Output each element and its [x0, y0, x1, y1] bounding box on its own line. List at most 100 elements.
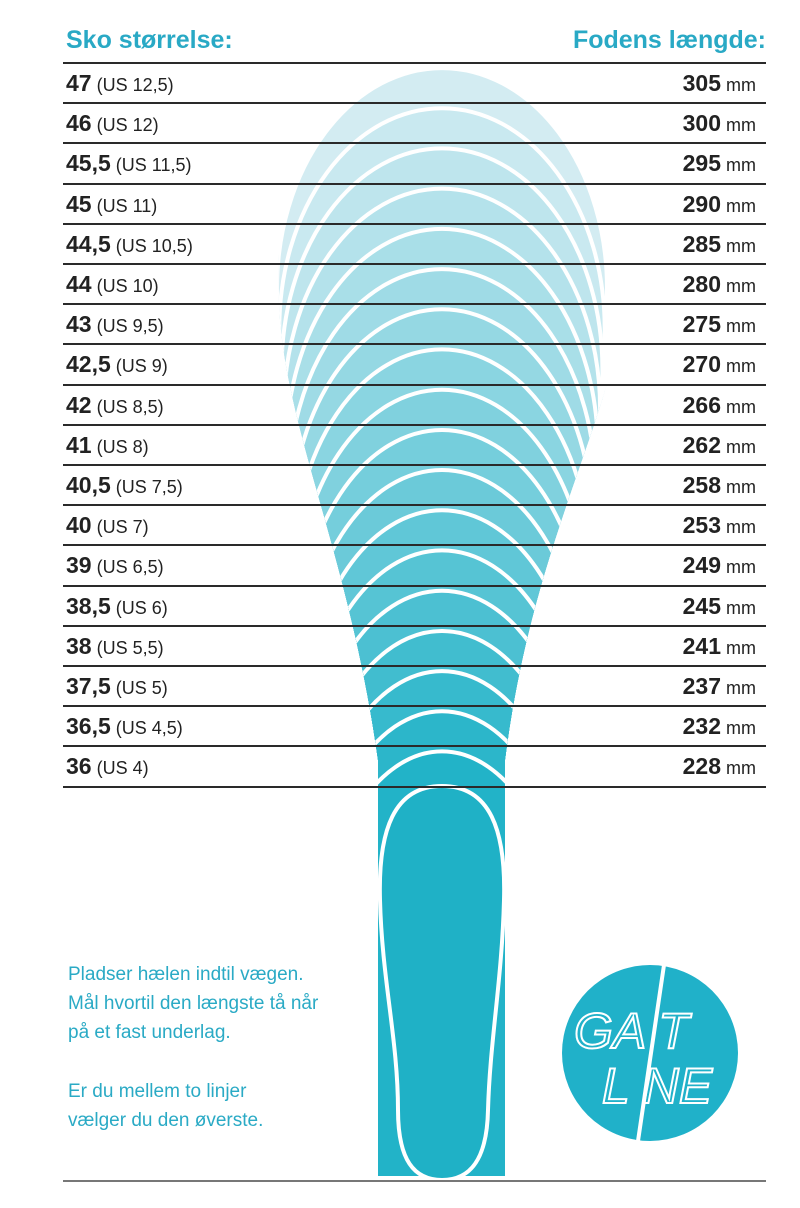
shoe-size: 41 (US 8)	[66, 432, 149, 459]
size-row: 46 (US 12) 300 mm	[66, 102, 756, 142]
shoe-size: 44,5 (US 10,5)	[66, 231, 193, 258]
us-size: (US 8)	[96, 436, 149, 457]
length-unit: mm	[726, 276, 756, 296]
shoe-size: 38 (US 5,5)	[66, 633, 164, 660]
length-value: 253	[682, 512, 721, 539]
eu-size: 39	[66, 552, 92, 579]
foot-length: 228 mm	[683, 753, 756, 780]
shoe-size: 40,5 (US 7,5)	[66, 472, 183, 499]
length-unit: mm	[726, 678, 756, 698]
eu-size: 37,5	[66, 673, 111, 699]
length-unit: mm	[726, 235, 756, 256]
foot-length: 275 mm	[683, 311, 756, 338]
shoe-size-header: Sko størrelse:	[66, 26, 233, 54]
us-size: (US 5)	[115, 678, 168, 698]
instructions-measure: Pladser hælen indtil vægen. Mål hvortil …	[68, 964, 319, 1043]
length-value: 241	[682, 632, 721, 659]
eu-size: 41	[66, 431, 92, 458]
shoe-size: 45 (US 11)	[66, 191, 157, 218]
size-row: 45,5 (US 11,5) 295 mm	[66, 142, 756, 182]
foot-length: 253 mm	[683, 512, 756, 539]
gaitline-logo: GA T L NE	[562, 964, 738, 1142]
shoe-size: 38,5 (US 6)	[66, 593, 168, 620]
us-size: (US 4)	[96, 758, 149, 779]
eu-size: 40,5	[66, 472, 111, 498]
shoe-size: 45,5 (US 11,5)	[66, 150, 191, 177]
size-row: 43 (US 9,5) 275 mm	[66, 303, 756, 343]
us-size: (US 8,5)	[96, 396, 164, 417]
row-divider	[63, 745, 766, 748]
us-size: (US 4,5)	[115, 718, 183, 739]
eu-size: 42	[66, 391, 92, 418]
us-size: (US 10,5)	[115, 235, 193, 256]
row-divider	[63, 504, 766, 507]
shoe-size: 36 (US 4)	[66, 753, 149, 780]
shoe-size: 40 (US 7)	[66, 512, 149, 539]
size-row: 36 (US 4) 228 mm	[66, 745, 756, 785]
row-divider	[63, 383, 766, 386]
eu-size: 45	[66, 190, 92, 217]
us-size: (US 5,5)	[96, 637, 164, 658]
length-unit: mm	[726, 75, 756, 95]
row-divider	[63, 222, 766, 225]
us-size: (US 9)	[115, 356, 168, 377]
length-value: 285	[682, 230, 721, 257]
row-divider	[63, 263, 766, 265]
length-value: 295	[682, 150, 721, 177]
size-row: 45 (US 11) 290 mm	[66, 183, 756, 223]
length-value: 275	[682, 311, 721, 338]
us-size: (US 6,5)	[96, 557, 164, 578]
eu-size: 38,5	[66, 592, 111, 619]
us-size: (US 11)	[96, 195, 158, 216]
foot-length: 285 mm	[683, 231, 756, 258]
svg-text:GA T: GA T	[574, 1003, 692, 1059]
length-unit: mm	[726, 477, 756, 497]
length-value: 280	[682, 271, 721, 297]
foot-length: 300 mm	[683, 110, 756, 137]
foot-length: 290 mm	[683, 191, 756, 218]
shoe-size: 42 (US 8,5)	[66, 392, 164, 419]
length-value: 266	[682, 391, 721, 418]
us-size: (US 12)	[96, 115, 159, 136]
eu-size: 36	[66, 753, 92, 780]
us-size: (US 9,5)	[96, 316, 164, 337]
shoe-size: 43 (US 9,5)	[66, 311, 164, 338]
size-row: 38 (US 5,5) 241 mm	[66, 625, 756, 665]
foot-length: 270 mm	[683, 351, 756, 378]
heel-shape	[377, 783, 507, 1183]
length-value: 245	[682, 592, 721, 619]
us-size: (US 6)	[115, 597, 168, 618]
eu-size: 38	[66, 632, 92, 659]
size-row: 40 (US 7) 253 mm	[66, 504, 756, 544]
row-divider	[63, 102, 766, 105]
eu-size: 42,5	[66, 351, 111, 378]
eu-size: 46	[66, 110, 92, 137]
us-size: (US 11,5)	[115, 155, 192, 176]
foot-length: 232 mm	[683, 713, 756, 740]
length-unit: mm	[726, 718, 756, 739]
row-divider	[63, 343, 766, 346]
shoe-size: 44 (US 10)	[66, 271, 159, 298]
length-value: 258	[682, 472, 721, 498]
length-unit: mm	[726, 316, 756, 337]
size-row: 44,5 (US 10,5) 285 mm	[66, 223, 756, 263]
size-row: 38,5 (US 6) 245 mm	[66, 585, 756, 625]
length-unit: mm	[726, 155, 756, 176]
eu-size: 47	[66, 70, 92, 96]
shoe-size: 39 (US 6,5)	[66, 552, 164, 579]
foot-length: 280 mm	[683, 271, 756, 298]
eu-size: 43	[66, 311, 92, 338]
shoe-size: 36,5 (US 4,5)	[66, 713, 183, 740]
length-value: 232	[682, 713, 721, 740]
row-divider	[63, 624, 766, 627]
length-unit: mm	[726, 597, 756, 618]
size-row: 39 (US 6,5) 249 mm	[66, 544, 756, 584]
length-unit: mm	[726, 396, 756, 417]
shoe-size: 47 (US 12,5)	[66, 70, 174, 97]
shoe-size: 37,5 (US 5)	[66, 673, 168, 700]
foot-length-header: Fodens længde:	[572, 26, 766, 54]
length-value: 290	[682, 190, 721, 217]
foot-length: 249 mm	[683, 552, 756, 579]
length-value: 305	[682, 70, 721, 96]
